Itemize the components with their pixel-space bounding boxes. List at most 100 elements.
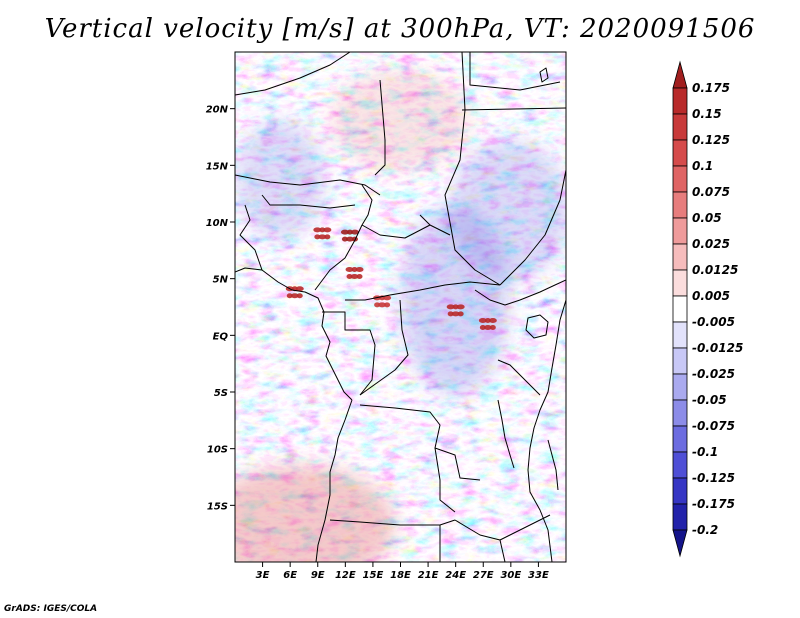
border-egypt-sudan (461, 107, 566, 111)
colorbar-box (672, 321, 688, 349)
colorbar-box (672, 191, 688, 219)
colorbar-box (672, 399, 688, 427)
colorbar-box (672, 373, 688, 401)
colorbar-label: -0.125 (692, 471, 735, 485)
colorbar-label: -0.1 (692, 445, 718, 459)
border-chad-sudan (419, 214, 431, 226)
x-tick-label: 3E (256, 570, 270, 581)
colorbar-box (672, 113, 688, 141)
coastline-east-africa (527, 299, 566, 562)
x-tick-label: 18E (390, 570, 411, 581)
colorbar-box (672, 243, 688, 271)
border-angola-namibia (329, 519, 456, 526)
colorbar-label: 0.15 (692, 107, 722, 121)
border-eritrea (469, 52, 561, 91)
updraft-hotspot (341, 236, 348, 242)
updraft-hotspot (483, 325, 492, 330)
x-tick-label: 12E (335, 570, 356, 581)
updraft-hotspot (345, 236, 354, 242)
updraft-hotspot (384, 302, 391, 308)
colorbar-label: 0.05 (692, 211, 722, 225)
colorbar-box (672, 425, 688, 453)
colorbar-label: 0.025 (692, 237, 730, 251)
colorbar-label: -0.025 (692, 367, 735, 381)
x-tick-label: 9E (311, 570, 325, 581)
colorbar-label: -0.05 (692, 393, 727, 407)
colorbar-box (672, 347, 688, 375)
colorbar-label: 0.1 (692, 159, 713, 173)
colorbar-box (672, 503, 688, 531)
colorbar-box (672, 165, 688, 193)
colorbar-box (672, 87, 688, 115)
y-tick-label: 5S (214, 388, 228, 399)
colorbar-top-triangle (672, 60, 688, 89)
updraft-hotspot (374, 302, 381, 308)
updraft-hotspot (345, 267, 354, 272)
border-cameroon-chad (361, 184, 373, 226)
updraft-hotspot (296, 293, 303, 299)
updraft-hotspot (447, 311, 454, 317)
colorbar-label: -0.075 (692, 419, 735, 433)
updraft-hotspot (323, 227, 332, 233)
colorbar-box (672, 139, 688, 167)
border-congo-drc (359, 299, 409, 396)
updraft-hotspot (383, 295, 392, 301)
grads-credit: GrADS: IGES/COLA (4, 604, 98, 614)
border-drc-angola (359, 404, 481, 481)
border-nigeria-niger (261, 194, 356, 209)
colorbar-box (672, 451, 688, 479)
colorbar-label: 0.125 (692, 133, 730, 147)
colorbar-box (672, 295, 688, 323)
lake-victoria (525, 314, 549, 339)
regional-tint-layer (235, 70, 566, 562)
border-angola-zambia (434, 447, 456, 513)
colorbar-label: -0.005 (692, 315, 735, 329)
updraft-hotspot (489, 325, 496, 330)
updraft-hotspot (313, 227, 322, 233)
colorbar-bottom-triangle (672, 529, 688, 558)
border-sahara-north (235, 52, 351, 96)
border-ethiopia (499, 169, 566, 286)
updraft-hotspot (346, 274, 353, 279)
y-tick-label: 10N (206, 218, 229, 229)
x-tick-label: 21E (418, 570, 439, 581)
updraft-hotspot (350, 229, 359, 235)
colorbar-label: 0.175 (692, 81, 730, 95)
y-tick-label: 20N (206, 105, 229, 116)
y-tick-label: 15S (207, 501, 228, 512)
border-kenya (519, 279, 566, 301)
updraft-hotspot (340, 229, 349, 235)
y-tick-label: 10S (207, 445, 228, 456)
border-nigeria-cameroon (314, 224, 363, 291)
lake-tanganyika (497, 399, 515, 469)
colorbar-label: 0.0125 (692, 263, 738, 277)
border-gabon-congo (322, 311, 376, 396)
colorbar-label: 0.005 (692, 289, 730, 303)
colorbar-label: -0.0125 (692, 341, 743, 355)
border-south-sudan-uganda (474, 289, 521, 306)
x-tick-label: 33E (528, 570, 549, 581)
colorbar-box (672, 477, 688, 505)
y-axis: 20N 15N 10N 5N EQ 5S 10S 15S (206, 105, 235, 512)
updraft-hotspot (451, 311, 460, 317)
updraft-hotspot (484, 318, 491, 323)
updraft-hotspot (478, 318, 487, 323)
updraft-hotspot (355, 267, 364, 272)
colorbar-box (672, 269, 688, 297)
updraft-hotspot (319, 227, 326, 233)
updraft-hotspot (479, 325, 486, 330)
chart-title: Vertical velocity [m/s] at 300hPa, VT: 2… (44, 14, 756, 44)
colorbar-label: -0.175 (692, 497, 735, 511)
y-tick-label: 15N (206, 161, 229, 172)
updraft-hotspot (457, 311, 464, 317)
updraft-hotspot (318, 234, 327, 240)
country-borders (235, 52, 566, 562)
y-tick-label: 5N (213, 275, 229, 286)
updraft-hotspot (324, 234, 331, 240)
border-chad-car (361, 224, 451, 239)
x-tick-label: 27E (473, 570, 494, 581)
updraft-hotspot (456, 304, 465, 310)
border-car-drc (345, 281, 501, 301)
updraft-hotspot (378, 302, 387, 308)
